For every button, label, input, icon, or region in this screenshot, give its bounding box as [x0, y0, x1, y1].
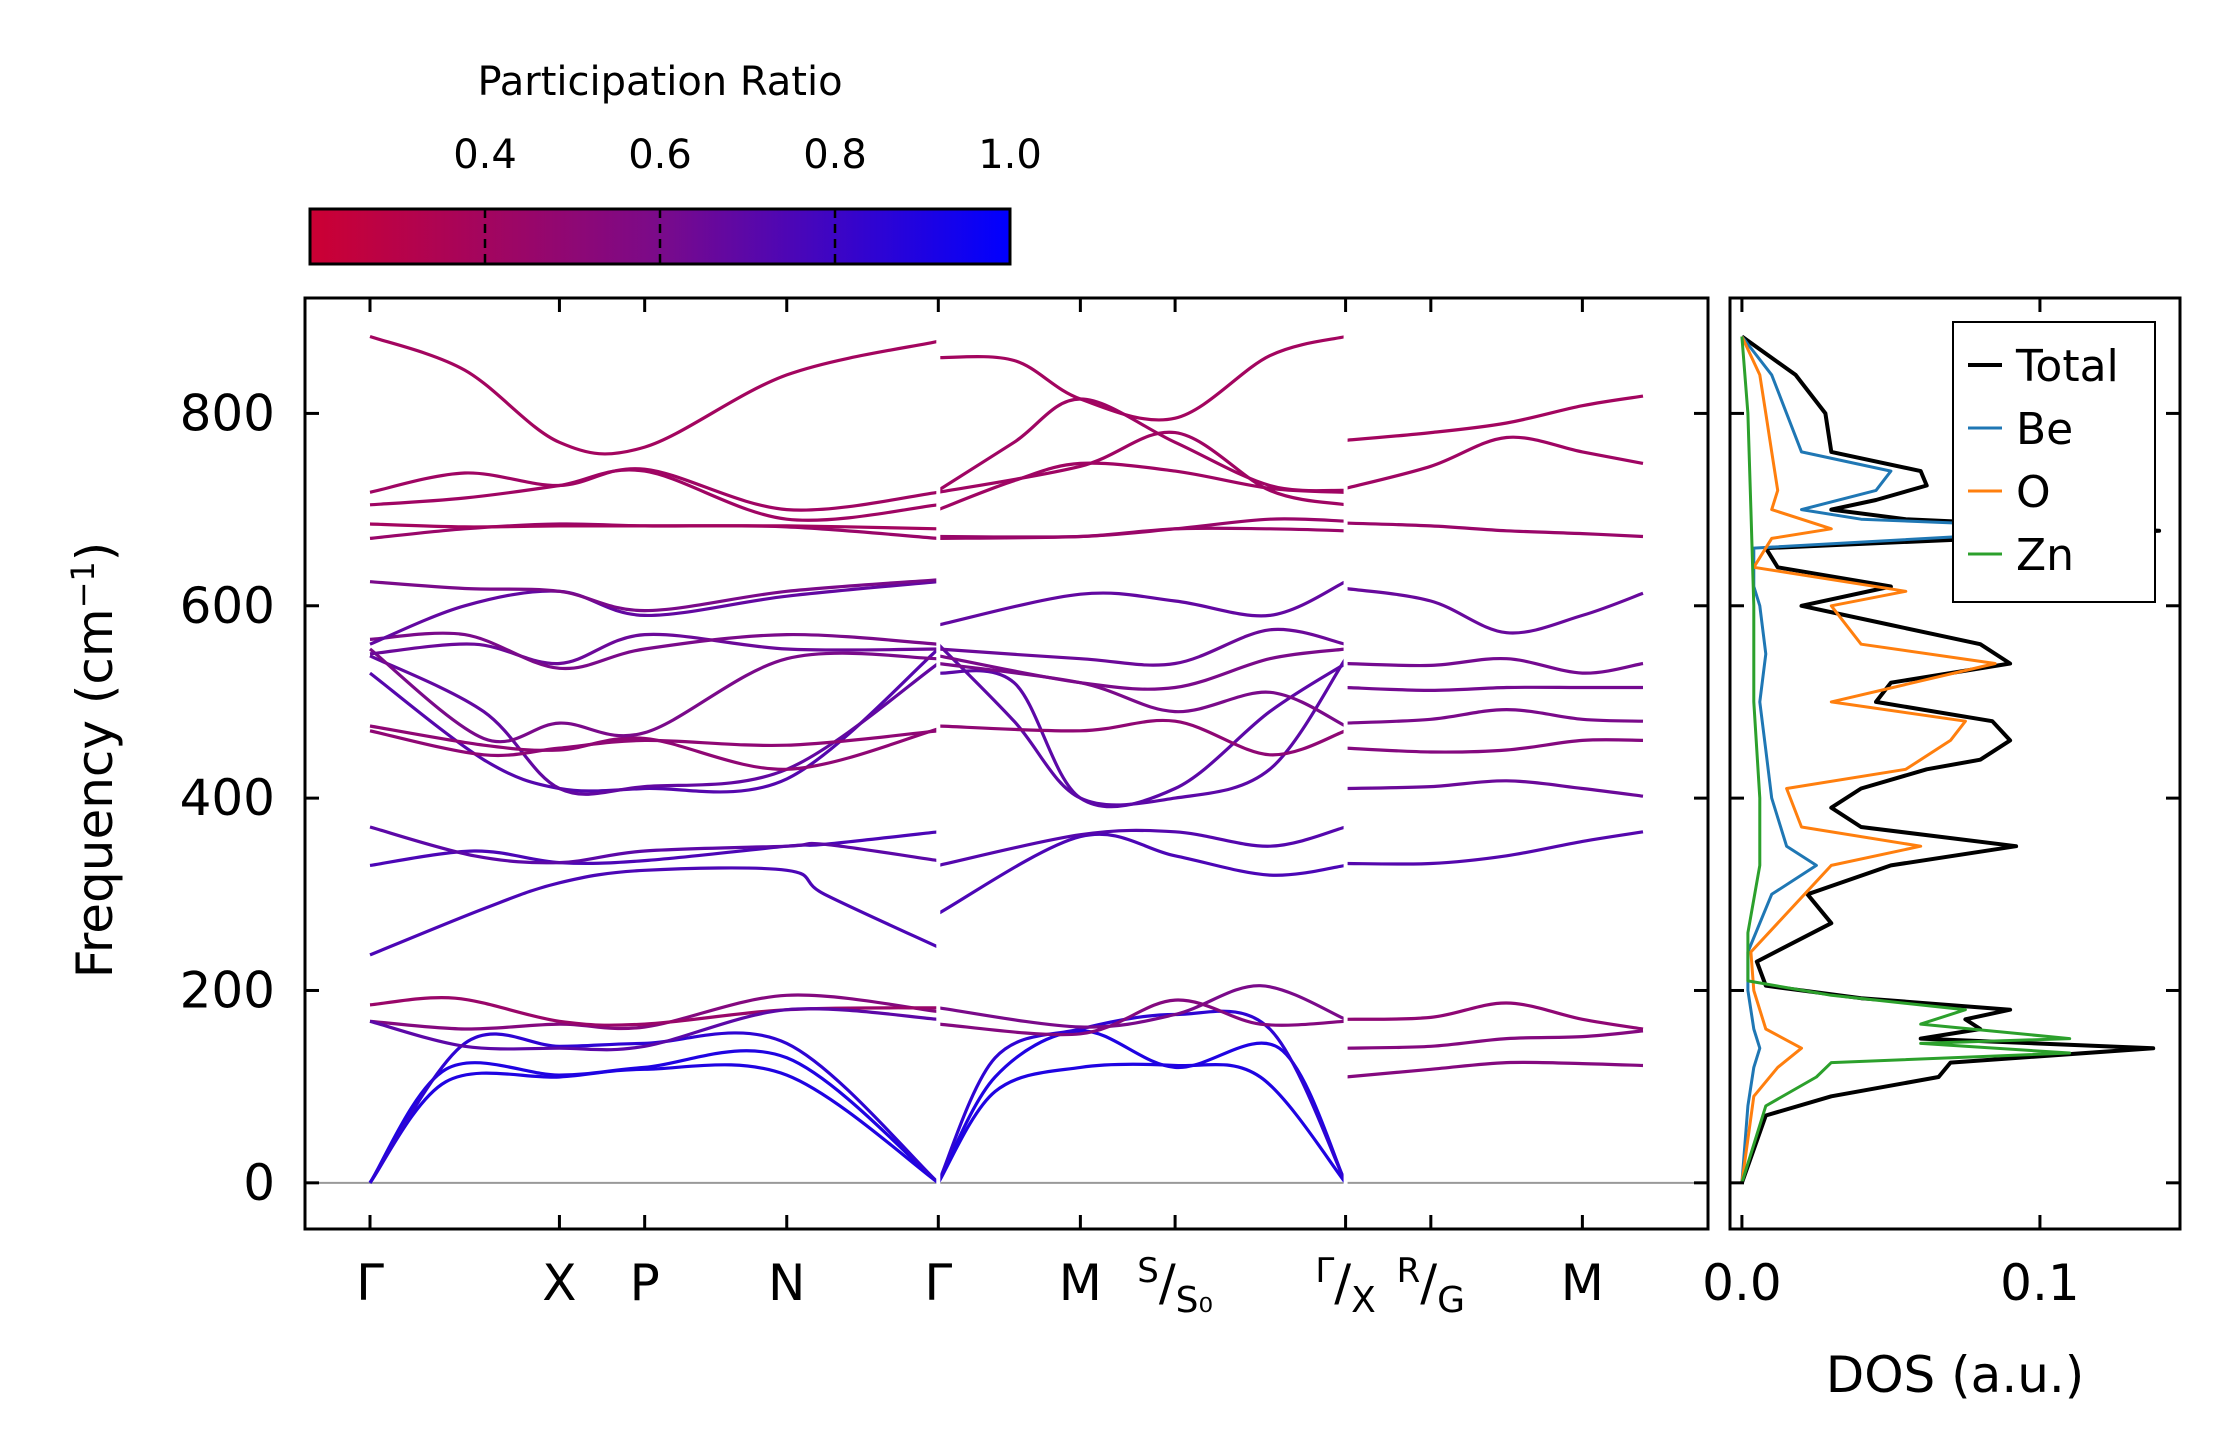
- band-line: [1345, 830, 1644, 866]
- band-line: [369, 467, 939, 512]
- band-line: [369, 580, 939, 646]
- high-symmetry-label: R/G: [1397, 1251, 1465, 1321]
- band-line: [369, 866, 939, 957]
- band-line: [1345, 779, 1644, 798]
- band-line: [1345, 707, 1644, 725]
- colorbar: Participation Ratio 0.4 0.6 0.8 1.0: [308, 59, 1042, 266]
- colorbar-tick-label: 0.8: [803, 132, 867, 178]
- dos-series-o: [1740, 335, 1997, 1184]
- colorbar-title: Participation Ratio: [477, 59, 842, 105]
- y-tick-label: 800: [180, 384, 275, 442]
- band-line: [369, 578, 939, 613]
- high-symmetry-label: M: [1059, 1254, 1102, 1312]
- legend-label: O: [2016, 467, 2051, 518]
- legend-label: Be: [2016, 404, 2073, 455]
- high-symmetry-label: N: [768, 1254, 805, 1312]
- band-line: [368, 1031, 940, 1184]
- high-symmetry-label: X: [542, 1254, 576, 1312]
- legend: Total Be O Zn: [1952, 321, 2156, 603]
- band-line: [369, 647, 939, 744]
- dos-panel: 0.0 0.1 DOS (a.u.) Total Be O Zn: [1702, 296, 2182, 1404]
- band-line: [1345, 1029, 1644, 1050]
- band-line: [369, 522, 939, 531]
- dos-frame: [1728, 296, 2182, 1231]
- band-line: [369, 1007, 939, 1052]
- dos-series-be: [1740, 335, 2101, 1183]
- dos-lines: [1740, 334, 2162, 1184]
- band-line: [1345, 586, 1644, 635]
- band-line: [369, 334, 939, 456]
- y-tick-label: 200: [180, 961, 275, 1019]
- band-line: [936, 1009, 1348, 1184]
- band-line: [369, 631, 939, 671]
- high-symmetry-label: M: [1561, 1254, 1604, 1312]
- y-axis-label: Frequency (cm−1): [64, 542, 124, 979]
- legend-label: Zn: [2016, 530, 2074, 581]
- x-axis-label-dos: DOS (a.u.): [1826, 1346, 2085, 1404]
- band-line: [937, 580, 1347, 627]
- y-tick-label: 600: [180, 577, 275, 635]
- band-line: [368, 1063, 940, 1185]
- dos-axes: 0.0 0.1: [1702, 298, 2180, 1312]
- band-line: [938, 517, 1346, 539]
- band-line: [1345, 1001, 1644, 1031]
- band-line: [369, 729, 939, 758]
- band-line: [937, 825, 1347, 867]
- colorbar-tick-label: 0.4: [453, 132, 517, 178]
- band-line: [938, 627, 1346, 667]
- y-tick-label: 0: [243, 1154, 275, 1212]
- band-axes: 0 200 400 600 800 Γ X P N Γ M S/S₀ Γ/X R/G M: [180, 298, 1708, 1321]
- band-line: [938, 662, 1347, 809]
- band-structure-panel: 0 200 400 600 800 Γ X P N Γ M S/S₀ Γ/X R/G M Frequency…: [64, 296, 1710, 1321]
- dos-x-tick-label: 0.0: [1702, 1254, 1782, 1312]
- band-line: [369, 654, 940, 796]
- colorbar-tick-label: 1.0: [978, 132, 1042, 178]
- band-line: [369, 468, 939, 522]
- band-line: [938, 984, 1347, 1029]
- band-line: [369, 825, 939, 865]
- band-line: [1345, 685, 1643, 693]
- legend-items: Total Be O Zn: [1968, 341, 2119, 581]
- colorbar-ticks: 0.4 0.6 0.8 1.0: [453, 132, 1042, 264]
- high-symmetry-label: Γ/X: [1315, 1251, 1375, 1321]
- band-line: [937, 461, 1346, 512]
- band-frame: [303, 296, 1710, 1231]
- band-line: [938, 718, 1347, 757]
- band-line: [938, 998, 1346, 1037]
- band-line: [937, 397, 1346, 493]
- high-symmetry-label: P: [630, 1254, 660, 1312]
- high-symmetry-label: Γ: [356, 1254, 384, 1312]
- legend-label: Total: [2015, 341, 2119, 392]
- band-line: [937, 832, 1346, 915]
- high-symmetry-label: Γ: [924, 1254, 952, 1312]
- band-line: [1345, 656, 1644, 675]
- band-line: [936, 1062, 1347, 1184]
- band-line: [1345, 1060, 1644, 1079]
- dos-series-zn: [1740, 336, 2072, 1184]
- band-line: [938, 334, 1346, 422]
- dos-x-tick-label: 0.1: [2000, 1254, 2080, 1312]
- band-line: [1345, 738, 1644, 754]
- band-line: [369, 724, 939, 771]
- high-symmetry-label: S/S₀: [1137, 1251, 1213, 1321]
- colorbar-tick-label: 0.6: [628, 132, 692, 178]
- band-line: [369, 993, 939, 1031]
- band-lines: [368, 328, 1644, 1187]
- band-line: [1345, 394, 1644, 442]
- band-line: [1345, 435, 1644, 490]
- y-tick-label: 400: [180, 769, 275, 827]
- band-line: [1345, 521, 1644, 539]
- band-line: [938, 647, 1346, 691]
- band-line: [369, 632, 939, 666]
